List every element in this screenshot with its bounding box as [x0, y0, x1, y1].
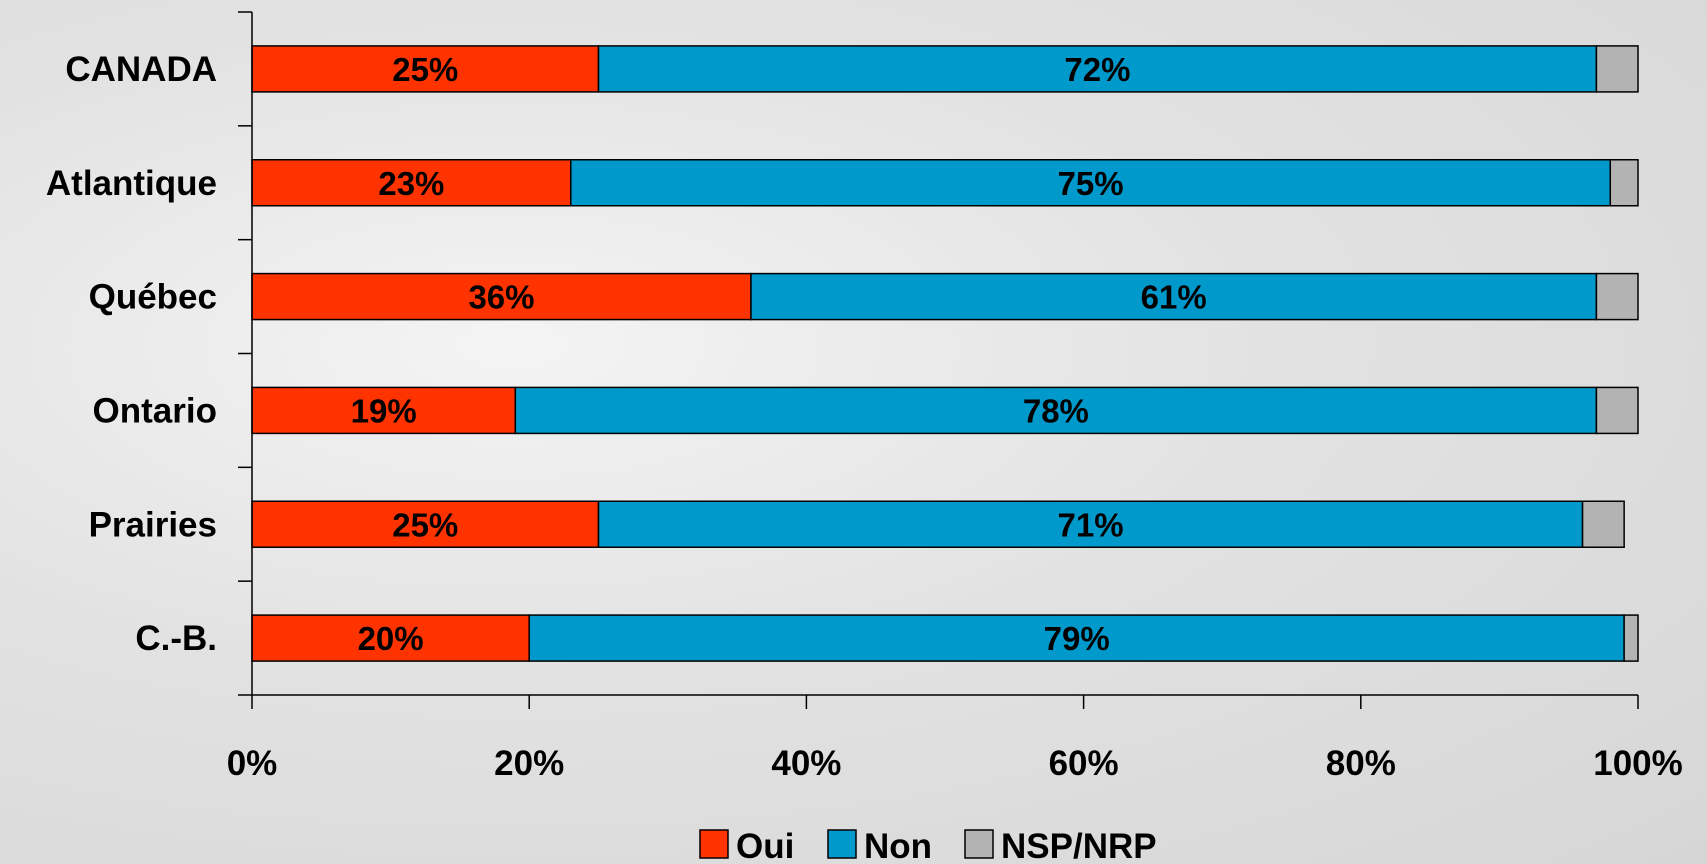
- legend-swatch: [827, 829, 857, 859]
- data-label: 36%: [468, 279, 534, 316]
- bar-segment-non: [528, 614, 1625, 662]
- bar-segment-nsp-nrp: [1595, 272, 1639, 321]
- bar-segment-oui: [251, 386, 517, 435]
- bar-segment-nsp-nrp: [1581, 500, 1625, 548]
- legend-swatch: [699, 829, 729, 859]
- category-label: Atlantique: [46, 164, 217, 203]
- x-tick-label: 0%: [227, 744, 278, 783]
- bar-segment-nsp-nrp: [1609, 159, 1639, 207]
- x-tick-label: 80%: [1326, 744, 1396, 783]
- data-label: 79%: [1044, 620, 1110, 657]
- x-tick-label: 20%: [494, 744, 564, 783]
- bar-segment-oui: [251, 159, 572, 207]
- bar-segment-non: [514, 386, 1598, 435]
- bar-segment-non: [597, 500, 1584, 548]
- x-tick-label: 40%: [771, 744, 841, 783]
- bar-segment-oui: [251, 272, 752, 321]
- category-label: Ontario: [93, 391, 217, 430]
- x-tick-label: 100%: [1593, 744, 1683, 783]
- data-label: 25%: [392, 51, 458, 88]
- data-label: 61%: [1141, 279, 1207, 316]
- legend-label: NSP/NRP: [1001, 827, 1157, 864]
- category-label: Québec: [89, 278, 217, 317]
- bar-segment-nsp-nrp: [1623, 614, 1639, 662]
- legend-label: Non: [864, 827, 932, 864]
- category-label: CANADA: [65, 50, 217, 89]
- legend-label: Oui: [736, 827, 794, 864]
- legend-swatch: [964, 829, 994, 859]
- data-label: 78%: [1023, 392, 1089, 429]
- data-label: 20%: [358, 620, 424, 657]
- category-label: C.-B.: [135, 619, 217, 658]
- bar-segment-non: [597, 45, 1598, 93]
- data-label: 19%: [351, 392, 417, 429]
- bar-segment-nsp-nrp: [1595, 386, 1639, 435]
- data-label: 71%: [1057, 506, 1123, 543]
- bar-segment-nsp-nrp: [1595, 45, 1639, 93]
- data-label: 75%: [1057, 165, 1123, 202]
- data-label: 25%: [392, 506, 458, 543]
- bar-segment-oui: [251, 45, 600, 93]
- x-tick-label: 60%: [1049, 744, 1119, 783]
- category-label: Prairies: [89, 505, 217, 544]
- data-label: 23%: [378, 165, 444, 202]
- data-label: 72%: [1064, 51, 1130, 88]
- bar-segment-non: [750, 272, 1598, 321]
